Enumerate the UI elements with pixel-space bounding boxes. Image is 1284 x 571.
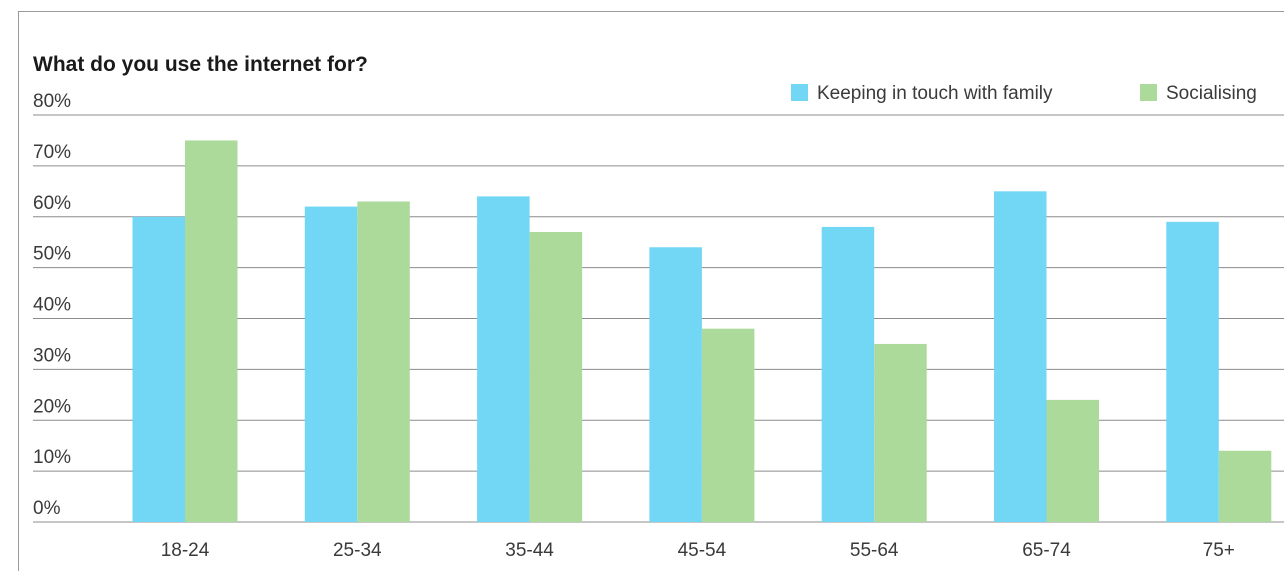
y-tick-label: 70% bbox=[33, 142, 71, 163]
bar-family bbox=[304, 206, 358, 522]
bar-socialising bbox=[1218, 450, 1272, 522]
bar-family bbox=[1166, 221, 1219, 522]
x-tick-label: 65-74 bbox=[1022, 540, 1071, 561]
legend-swatch bbox=[1140, 84, 1157, 101]
y-tick-label: 40% bbox=[33, 295, 71, 316]
y-tick-label: 20% bbox=[33, 396, 71, 417]
bar-family bbox=[477, 196, 530, 522]
frame-left-border bbox=[18, 11, 19, 571]
y-tick-label: 50% bbox=[33, 244, 71, 265]
y-tick-label: 0% bbox=[33, 498, 61, 519]
legend: Keeping in touch with family Socialising bbox=[791, 83, 1257, 104]
x-tick-label: 25-34 bbox=[333, 540, 382, 561]
bar-socialising bbox=[874, 343, 927, 522]
bar-socialising bbox=[185, 140, 238, 522]
y-tick-label: 30% bbox=[33, 345, 71, 366]
x-tick-label: 18-24 bbox=[161, 540, 210, 561]
y-tick-label: 60% bbox=[33, 193, 71, 214]
bar-family bbox=[994, 191, 1047, 522]
y-tick-label: 80% bbox=[33, 91, 71, 112]
legend-swatch bbox=[791, 84, 808, 101]
bar-socialising bbox=[1046, 399, 1099, 522]
bar-family bbox=[821, 226, 875, 523]
chart-title: What do you use the internet for? bbox=[33, 53, 368, 76]
x-axis: 18-24 25-34 35-44 45-54 55-64 65-74 75+ bbox=[161, 540, 1235, 561]
frame-top-border bbox=[18, 11, 1284, 12]
bars bbox=[132, 140, 1272, 523]
x-tick-label: 55-64 bbox=[850, 540, 899, 561]
legend-label: Socialising bbox=[1166, 83, 1257, 104]
x-tick-label: 75+ bbox=[1203, 540, 1235, 561]
x-tick-label: 35-44 bbox=[505, 540, 554, 561]
bar-socialising bbox=[701, 328, 755, 522]
y-tick-label: 10% bbox=[33, 447, 71, 468]
y-axis: 0% 10% 20% 30% 40% 50% 60% 70% 80% bbox=[33, 91, 71, 519]
bar-family bbox=[649, 247, 702, 522]
bar-family bbox=[132, 216, 185, 522]
bar-socialising bbox=[357, 201, 410, 523]
bar-socialising bbox=[529, 232, 583, 522]
x-tick-label: 45-54 bbox=[678, 540, 727, 561]
legend-label: Keeping in touch with family bbox=[817, 83, 1053, 104]
